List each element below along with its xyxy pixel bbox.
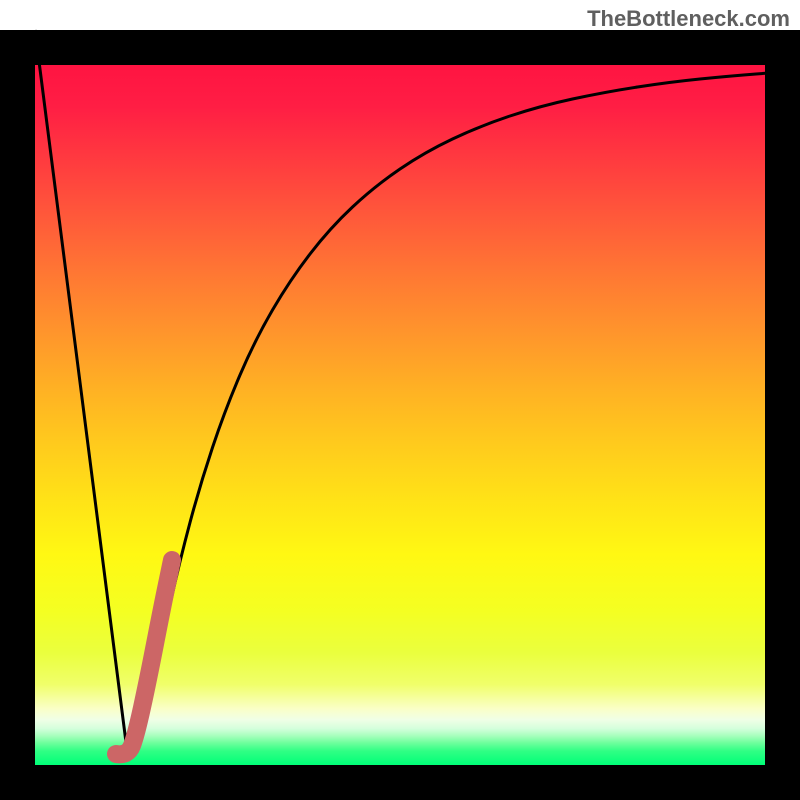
chart-svg xyxy=(0,0,800,800)
figure-root: TheBottleneck.com xyxy=(0,0,800,800)
watermark-text: TheBottleneck.com xyxy=(587,6,790,32)
